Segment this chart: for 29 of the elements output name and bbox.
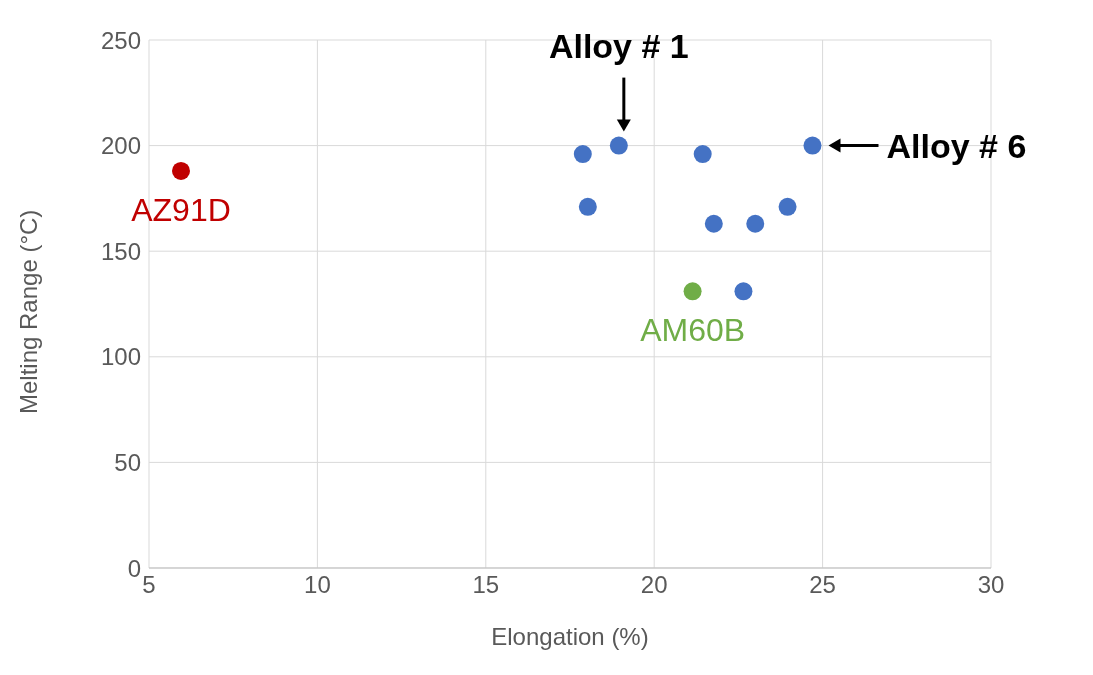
point bbox=[683, 282, 702, 301]
annotation: Alloy # 1 bbox=[548, 26, 689, 65]
x-tick-label: 15 bbox=[472, 571, 500, 599]
point bbox=[609, 136, 628, 155]
point bbox=[746, 214, 765, 233]
point bbox=[778, 197, 797, 216]
point bbox=[704, 214, 723, 233]
point bbox=[578, 197, 597, 216]
y-tick-label: 100 bbox=[100, 343, 141, 371]
point bbox=[172, 161, 190, 180]
series-label: AM60B bbox=[640, 312, 746, 349]
y-tick-label: 150 bbox=[100, 237, 141, 265]
point bbox=[573, 145, 592, 164]
y-tick-label: 0 bbox=[127, 554, 141, 582]
y-tick-label: 200 bbox=[100, 132, 141, 160]
x-tick-label: 30 bbox=[977, 571, 1005, 599]
x-tick-label: 5 bbox=[142, 571, 156, 599]
y-tick-label: 50 bbox=[114, 448, 141, 476]
point bbox=[693, 145, 712, 164]
y-tick-label: 250 bbox=[100, 26, 141, 54]
x-tick-label: 20 bbox=[640, 571, 668, 599]
point bbox=[734, 282, 753, 301]
x-tick-label: 25 bbox=[809, 571, 836, 599]
annotation: Alloy # 6 bbox=[886, 126, 1027, 165]
y-axis-title: Melting Range (°C) bbox=[14, 209, 42, 414]
x-tick-label: 10 bbox=[304, 571, 331, 599]
point bbox=[803, 136, 822, 155]
x-axis-title: Elongation (%) bbox=[491, 623, 649, 650]
series-label: AZ91D bbox=[131, 191, 231, 228]
